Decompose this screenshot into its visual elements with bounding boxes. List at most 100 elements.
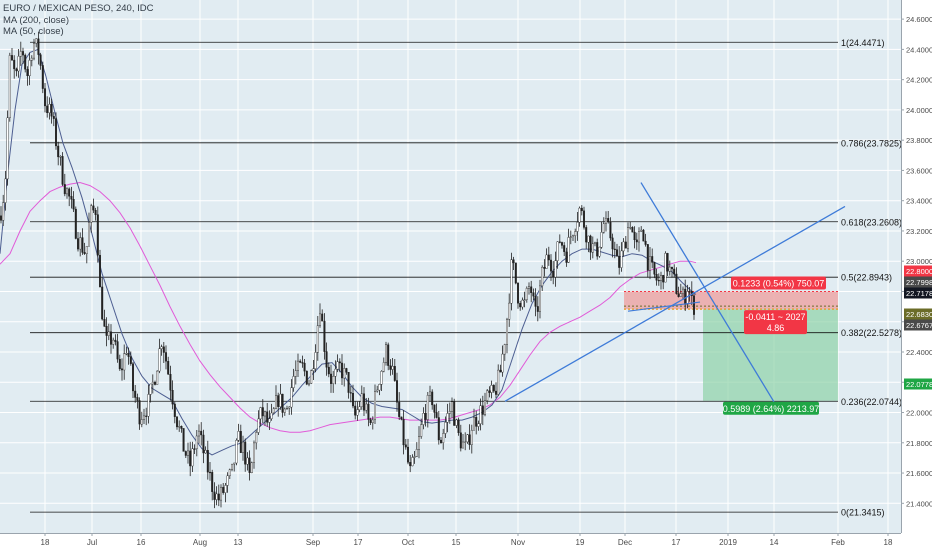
candle-body <box>470 430 473 445</box>
candle-body <box>131 363 134 392</box>
time-axis[interactable]: 18 Jul 16 Aug 13 Sep 17 Oct 15 Nov 19 Dec 17 2019 14 Fe… <box>0 533 901 550</box>
candle-body <box>26 69 29 77</box>
candle-body <box>15 68 18 72</box>
position-label-text-1: 4.86 <box>767 323 785 333</box>
candle-body <box>252 442 255 463</box>
candle-body <box>448 411 451 414</box>
candle-body <box>303 362 306 372</box>
candle-body <box>618 256 621 268</box>
candle-body <box>57 145 60 158</box>
candle-body <box>235 440 238 464</box>
candle-body <box>81 237 84 253</box>
candle-body <box>275 395 278 409</box>
price-tag-0 <box>904 265 932 277</box>
candle-body <box>171 390 174 405</box>
price-tag-4 <box>904 319 932 331</box>
candle-body <box>657 280 660 282</box>
candle-body <box>219 487 222 501</box>
candle-body <box>536 306 539 312</box>
candles <box>0 31 696 509</box>
fib-label-1: 0.786(23.7825) <box>841 138 902 148</box>
candle-body <box>191 448 194 467</box>
candle-body <box>426 395 429 420</box>
candle-body <box>393 366 396 381</box>
candle-body <box>415 449 418 457</box>
candle-body <box>103 319 106 327</box>
candle-body <box>145 415 148 417</box>
time-tick-label-1: Jul <box>87 538 97 547</box>
candle-body <box>468 434 471 445</box>
candle-body <box>688 291 691 293</box>
candle-body <box>114 339 117 342</box>
candle-body <box>142 415 145 420</box>
candle-body <box>105 326 108 336</box>
price-tick-label-13: 22.0000 <box>906 409 932 418</box>
candle-body <box>310 370 313 384</box>
candle-body <box>600 232 603 248</box>
candle-body <box>517 282 520 304</box>
candle-body <box>283 408 286 413</box>
trendlines[interactable] <box>504 182 846 403</box>
candle-body <box>622 241 625 252</box>
candle-body <box>96 214 99 256</box>
candle-body <box>400 416 403 420</box>
candle-body <box>668 266 671 272</box>
candle-body <box>389 365 392 370</box>
candle-body <box>160 346 163 349</box>
candle-body <box>358 406 361 410</box>
time-tick-label-4: 13 <box>234 538 243 547</box>
candle-body <box>85 246 88 254</box>
fib-levels: 1(24.4471) 0.786(23.7825) 0.618(23.2608) 0.… <box>30 38 902 518</box>
candle-body <box>385 344 388 363</box>
candle-body <box>451 401 454 412</box>
candle-body <box>479 405 482 424</box>
ascending-trendline <box>504 205 846 402</box>
candle-body <box>279 393 282 407</box>
candle-body <box>215 493 218 500</box>
candle-body <box>602 223 605 233</box>
candle-body <box>589 235 592 253</box>
price-axis[interactable]: 24.6000 24.4000 24.2000 24.0000 23.8000 23.60… <box>901 0 932 550</box>
candle-body <box>521 299 524 308</box>
candle-body <box>98 254 101 288</box>
candle-body <box>2 202 5 221</box>
candle-body <box>162 346 165 353</box>
candle-body <box>52 116 55 119</box>
candle-body <box>624 241 627 249</box>
candle-body <box>635 239 638 243</box>
price-tag-label-4: 22.6767 <box>906 321 932 330</box>
candle-body <box>453 401 456 426</box>
candle-body <box>349 392 352 394</box>
time-tick-label-8: 15 <box>452 538 461 547</box>
time-tick-label-16: 18 <box>884 538 893 547</box>
candle-body <box>308 383 311 385</box>
fib-label-5: 0.236(22.0744) <box>841 397 902 407</box>
candle-body <box>455 419 458 426</box>
price-tag-label-0: 22.8000 <box>906 267 932 276</box>
stop-label-text-0: 0.1233 (0.54%) 750.07 <box>733 278 825 288</box>
candle-body <box>230 463 233 471</box>
candle-body <box>528 286 531 289</box>
candle-body <box>112 339 115 345</box>
candle-body <box>530 286 533 294</box>
candle-body <box>334 368 337 377</box>
candle-body <box>327 366 330 375</box>
candle-body <box>347 372 350 393</box>
candle-body <box>338 361 341 364</box>
price-tag-label-2: 22.7178 <box>906 289 932 298</box>
candle-body <box>352 393 355 407</box>
candle-body <box>514 262 517 284</box>
candle-body <box>376 389 379 392</box>
candle-body <box>486 390 489 401</box>
ma200-line <box>0 181 697 433</box>
price-tick-label-15: 21.6000 <box>906 469 932 478</box>
candle-body <box>149 383 152 395</box>
candle-body <box>398 402 401 417</box>
candle-body <box>563 245 566 252</box>
candle-body <box>286 408 289 410</box>
candle-body <box>178 426 181 428</box>
candle-body <box>510 259 513 304</box>
time-axis-bg <box>0 533 901 550</box>
candle-body <box>224 485 227 493</box>
